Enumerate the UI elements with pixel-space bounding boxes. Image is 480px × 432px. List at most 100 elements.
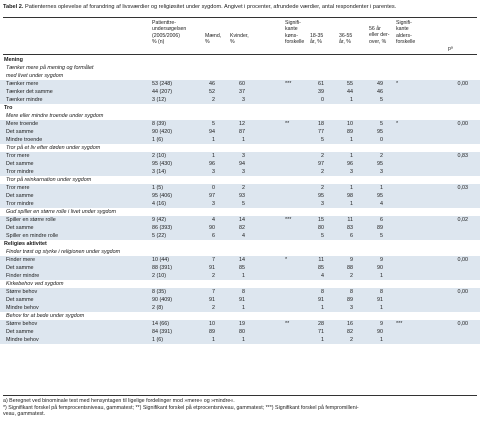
age-36-55-value: 3 xyxy=(350,169,353,175)
age-56-plus-value: 95 xyxy=(377,129,383,135)
maend-value: 7 xyxy=(212,289,215,295)
table-row: Det samme 84 (391) 89 80 71 82 90 xyxy=(0,328,480,336)
age-56-plus-value: 5 xyxy=(380,233,383,239)
maend-value: 97 xyxy=(209,193,215,199)
header-maend: Mænd, % xyxy=(205,33,222,46)
header-age-18-35: 18-35 år, % xyxy=(310,33,324,46)
kvinder-value: 3 xyxy=(242,153,245,159)
row-label: Finder mindre xyxy=(6,273,40,279)
section-heading: Tro xyxy=(0,104,480,112)
maend-value: 91 xyxy=(209,265,215,271)
p-value: 0,02 xyxy=(457,217,469,223)
sig-gender-value: *** xyxy=(285,81,292,87)
kvinder-value: 60 xyxy=(239,81,245,87)
patient-value: 4 (16) xyxy=(152,201,167,207)
maend-value: 2 xyxy=(212,305,215,311)
table-row: Større behov 8 (35) 7 8 8 8 8 0,00 xyxy=(0,288,480,296)
row-label: Det samme xyxy=(6,193,34,199)
age-56-plus-value: 3 xyxy=(380,169,383,175)
row-label: Tænker mere xyxy=(6,81,39,87)
age-36-55-value: 44 xyxy=(347,89,353,95)
age-36-55-value: 1 xyxy=(350,185,353,191)
age-36-55-value: 1 xyxy=(350,137,353,143)
patient-value: 53 (248) xyxy=(152,81,173,87)
row-label: Det samme xyxy=(6,129,34,135)
patient-value: 90 (409) xyxy=(152,297,173,303)
subheading: med livet under sygdom xyxy=(0,72,480,80)
table-row: Mindre behov 1 (6) 1 1 1 2 1 xyxy=(0,336,480,344)
maend-value: 89 xyxy=(209,329,215,335)
table-caption: Tabel 2. Patienternes oplevelse af foran… xyxy=(3,4,477,11)
sig-gender-value: * xyxy=(285,257,288,263)
maend-value: 7 xyxy=(212,257,215,263)
sig-gender-value: ** xyxy=(285,121,290,127)
patient-value: 5 (22) xyxy=(152,233,167,239)
age-36-55-value: 6 xyxy=(350,233,353,239)
patient-value: 14 (66) xyxy=(152,321,170,327)
age-56-plus-value: 5 xyxy=(380,121,383,127)
age-56-plus-value: 5 xyxy=(380,97,383,103)
table-row: Tænker mindre 3 (12) 2 3 0 1 5 xyxy=(0,96,480,104)
row-label: Mere troende xyxy=(6,121,39,127)
p-value: 0,00 xyxy=(457,121,469,127)
p-value: 0,00 xyxy=(457,81,469,87)
age-36-55-value: 82 xyxy=(347,329,353,335)
age-56-plus-value: 49 xyxy=(377,81,383,87)
maend-value: 0 xyxy=(212,185,215,191)
table-row: Større behov 14 (66) 10 19 ** 28 16 9 *** 0,00 xyxy=(0,320,480,328)
age-18-35-value: 91 xyxy=(318,297,324,303)
age-18-35-value: 77 xyxy=(318,129,324,135)
maend-value: 6 xyxy=(212,233,215,239)
patient-value: 1 (6) xyxy=(152,337,164,343)
patient-value: 90 (420) xyxy=(152,129,173,135)
table-row: Det samme 90 (420) 94 87 77 89 95 xyxy=(0,128,480,136)
header-age-36-55: 36-55 år, % xyxy=(339,33,353,46)
row-label: Behov for at bede under sygdom xyxy=(6,313,85,319)
table-row: Det samme 90 (409) 91 91 91 89 91 xyxy=(0,296,480,304)
header-rule xyxy=(3,54,477,55)
table-row: Finder mere 10 (44) 7 14 * 11 9 9 0,00 xyxy=(0,256,480,264)
p-value: 0,00 xyxy=(457,289,469,295)
row-label: Gud spiller en større rolle i livet unde… xyxy=(6,209,116,215)
p-value: 0,00 xyxy=(457,321,469,327)
kvinder-value: 14 xyxy=(239,257,245,263)
age-56-plus-value: 1 xyxy=(380,305,383,311)
row-label: Det samme xyxy=(6,161,34,167)
table-row: Tænker mere 53 (248) 46 60 *** 61 55 49 * 0,00 xyxy=(0,80,480,88)
row-label: Tro xyxy=(4,105,13,111)
table-row: Tror mindre 3 (14) 3 3 2 3 3 xyxy=(0,168,480,176)
age-18-35-value: 5 xyxy=(321,137,324,143)
kvinder-value: 1 xyxy=(242,273,245,279)
age-56-plus-value: 9 xyxy=(380,321,383,327)
kvinder-value: 94 xyxy=(239,161,245,167)
sig-age-value: * xyxy=(396,81,399,87)
patient-value: 1 (5) xyxy=(152,185,164,191)
row-label: Mindre behov xyxy=(6,337,39,343)
sig-gender-value: *** xyxy=(285,217,292,223)
kvinder-value: 1 xyxy=(242,305,245,311)
table-row: Tror mindre 4 (16) 3 5 3 1 4 xyxy=(0,200,480,208)
patient-value: 84 (391) xyxy=(152,329,173,335)
age-56-plus-value: 91 xyxy=(377,297,383,303)
age-18-35-value: 97 xyxy=(318,161,324,167)
age-56-plus-value: 6 xyxy=(380,217,383,223)
age-56-plus-value: 90 xyxy=(377,329,383,335)
maend-value: 3 xyxy=(212,169,215,175)
row-label: Tror på et liv efter døden under sygdom xyxy=(6,145,101,151)
age-36-55-value: 88 xyxy=(347,265,353,271)
kvinder-value: 1 xyxy=(242,137,245,143)
kvinder-value: 37 xyxy=(239,89,245,95)
kvinder-value: 3 xyxy=(242,97,245,103)
maend-value: 2 xyxy=(212,273,215,279)
table-row: Spiller en større rolle 9 (42) 4 14 *** 15 11 6… xyxy=(0,216,480,224)
age-18-35-value: 1 xyxy=(321,305,324,311)
age-36-55-value: 1 xyxy=(350,97,353,103)
section-heading: Religiøs aktivitet xyxy=(0,240,480,248)
kvinder-value: 4 xyxy=(242,233,245,239)
patient-value: 3 (14) xyxy=(152,169,167,175)
age-36-55-value: 83 xyxy=(347,225,353,231)
row-label: Større behov xyxy=(6,289,38,295)
age-18-35-value: 4 xyxy=(321,273,324,279)
row-label: Tror mere xyxy=(6,153,30,159)
